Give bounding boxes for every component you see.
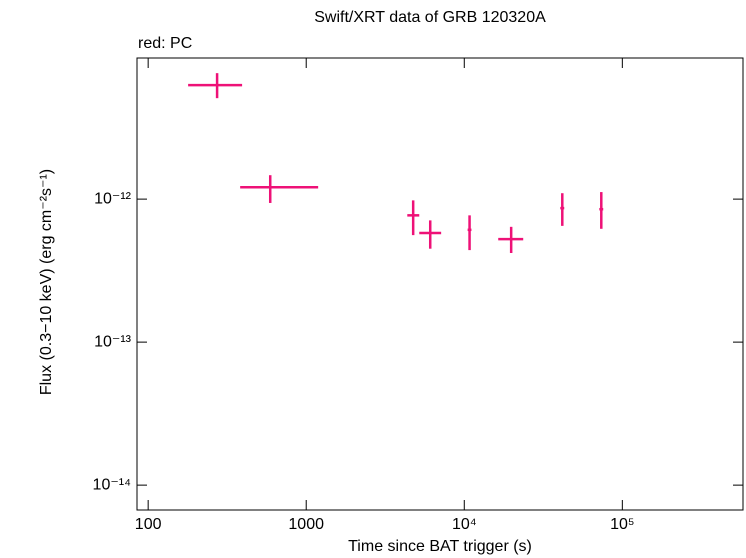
y-tick-label: 10⁻¹² bbox=[94, 190, 132, 207]
y-tick-label: 10⁻¹³ bbox=[94, 333, 132, 350]
x-tick-label: 1000 bbox=[288, 516, 324, 533]
chart-title: Swift/XRT data of GRB 120320A bbox=[314, 9, 546, 26]
y-tick-label: 10⁻¹⁴ bbox=[93, 476, 132, 493]
plot-frame bbox=[136, 57, 744, 511]
x-axis-label: Time since BAT trigger (s) bbox=[348, 538, 532, 555]
x-tick-label: 10⁴ bbox=[452, 516, 477, 533]
y-axis-label: Flux (0.3−10 keV) (erg cm⁻²s⁻¹) bbox=[38, 169, 55, 395]
x-tick-label: 10⁵ bbox=[610, 516, 634, 533]
annotation: red: PC bbox=[138, 35, 192, 52]
x-tick-label: 100 bbox=[135, 516, 162, 533]
